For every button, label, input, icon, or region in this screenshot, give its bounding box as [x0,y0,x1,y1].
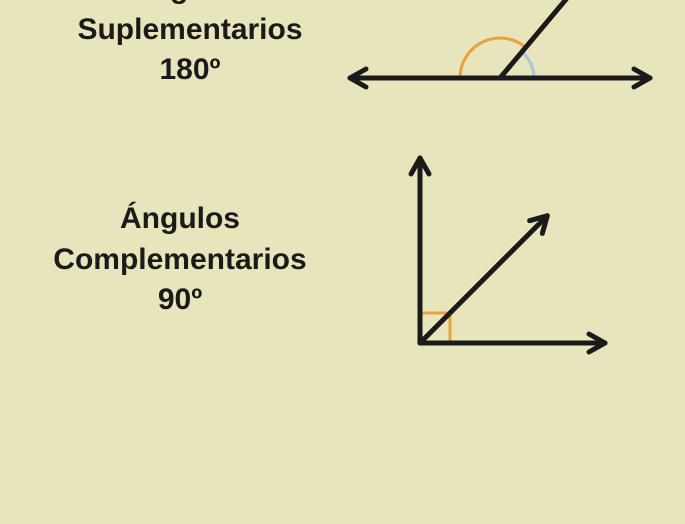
supplementary-svg [340,0,670,128]
comp-line2: Complementarios [20,240,340,281]
complementary-svg [360,133,640,383]
complementary-diagram [360,133,640,388]
supplementary-label: Ángulos Suplementarios 180º [40,0,340,91]
supp-line1: Ángulos [40,0,340,10]
complementary-label: Ángulos Complementarios 90º [20,199,340,321]
comp-line3: 90º [20,280,340,321]
supplementary-diagram [340,0,670,133]
supp-line2: Suplementarios [40,10,340,51]
comp-line1: Ángulos [20,199,340,240]
supp-line3: 180º [40,50,340,91]
